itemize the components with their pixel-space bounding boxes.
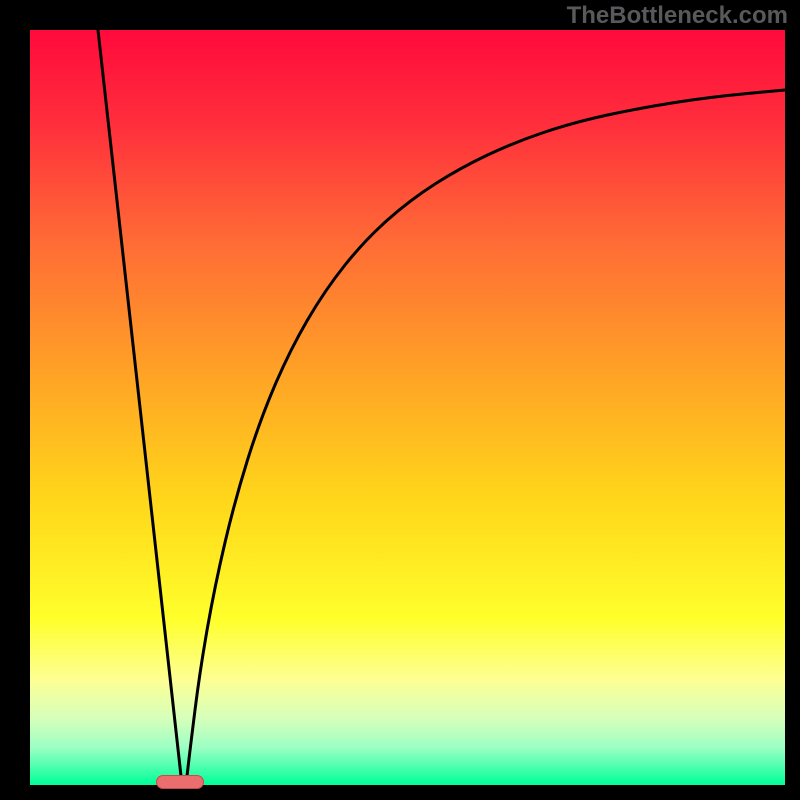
- right-curve: [186, 90, 785, 785]
- watermark-text: TheBottleneck.com: [567, 2, 788, 30]
- chart-container: TheBottleneck.com: [0, 0, 800, 800]
- bottleneck-marker: [156, 775, 204, 789]
- left-curve: [98, 30, 182, 785]
- plot-area: [30, 30, 785, 785]
- curve-layer: [30, 30, 785, 785]
